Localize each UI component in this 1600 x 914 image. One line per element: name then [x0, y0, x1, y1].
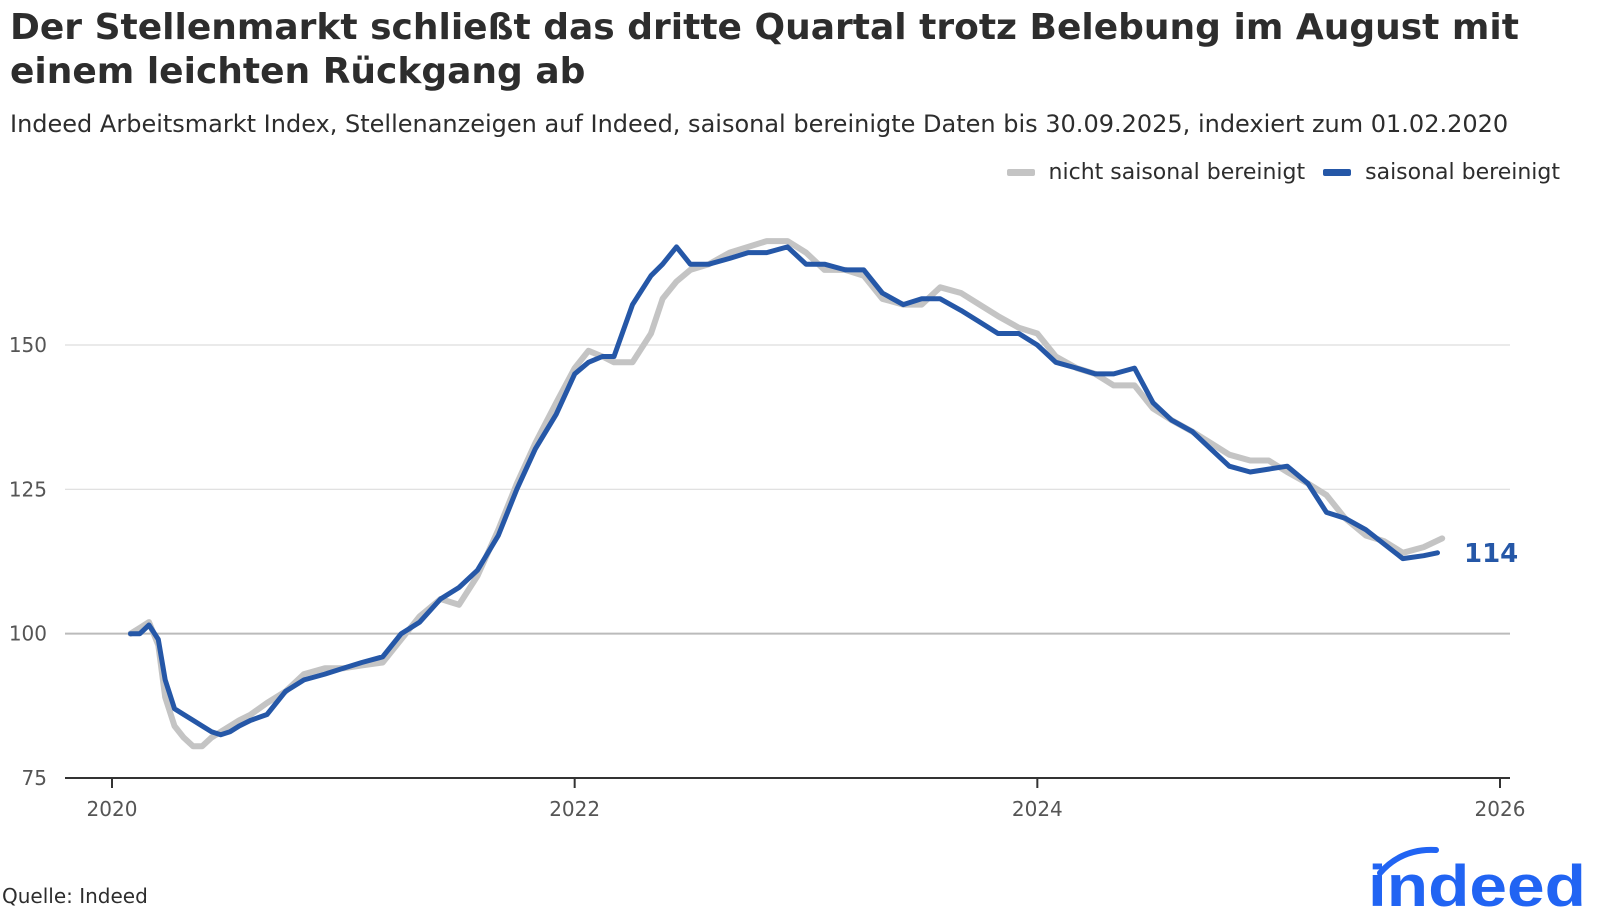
logo-wordmark: indeed [1368, 854, 1586, 912]
y-tick-label: 100 [9, 622, 47, 646]
x-tick-label: 2020 [87, 797, 138, 821]
chart-title: Der Stellenmarkt schließt das dritte Qua… [10, 7, 1519, 92]
legend-item-nsa[interactable]: nicht saisonal bereinigt [1006, 160, 1306, 185]
legend-label-nsa: nicht saisonal bereinigt [1048, 160, 1306, 185]
x-tick-label: 2026 [1475, 797, 1526, 821]
x-tick-label: 2024 [1012, 797, 1063, 821]
y-tick-label: 150 [9, 333, 47, 357]
legend-item-sa[interactable]: saisonal bereinigt [1323, 160, 1560, 185]
series-line-sa[interactable] [128, 244, 1440, 738]
axes: 75 100 125 150 2020 2022 2024 2026 114 [9, 333, 1526, 821]
legend-swatch-sa [1323, 169, 1352, 176]
series-line-nsa[interactable] [127, 238, 1446, 750]
series-lines [127, 238, 1446, 750]
y-tick-label: 125 [9, 477, 47, 501]
legend-label-sa: saisonal bereinigt [1365, 160, 1560, 185]
end-value-label: 114 [1464, 539, 1518, 569]
legend: nicht saisonal bereinigt saisonal berein… [989, 160, 1560, 185]
grid-lines [65, 344, 1510, 635]
chart-subtitle: Indeed Arbeitsmarkt Index, Stellenanzeig… [10, 110, 1509, 138]
x-tick-label: 2022 [549, 797, 600, 821]
legend-swatch-nsa [1006, 169, 1035, 176]
indeed-logo: indeed [1368, 846, 1586, 912]
logo-arc [1377, 846, 1439, 876]
y-tick-label: 75 [22, 766, 47, 790]
source-note: Quelle: Indeed [2, 884, 148, 908]
